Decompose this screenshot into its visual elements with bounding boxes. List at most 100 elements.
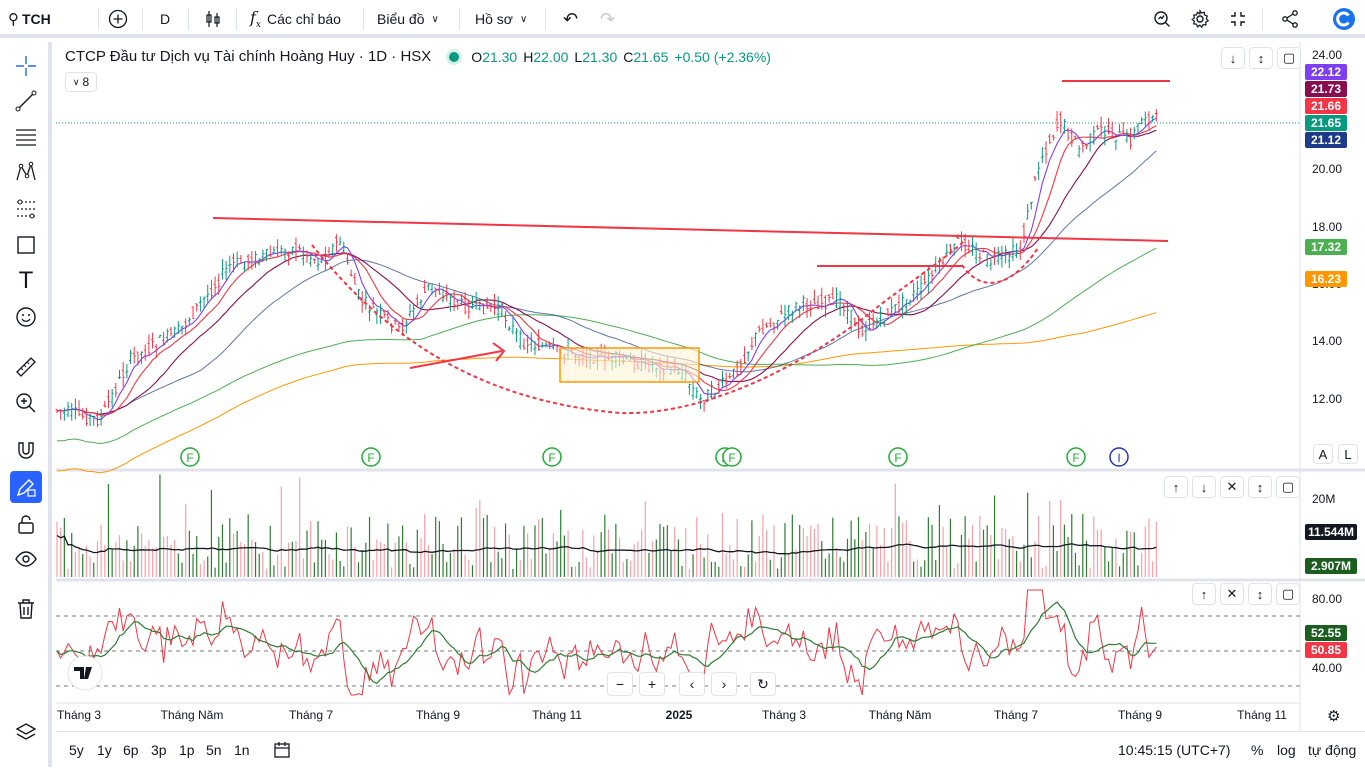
time-tick: Tháng 11: [532, 708, 582, 722]
fib-tool[interactable]: [10, 121, 42, 153]
event-f[interactable]: F: [361, 447, 381, 467]
volume-maximize-button[interactable]: ▢: [1276, 476, 1300, 498]
indicators-button[interactable]: fx Các chỉ báo: [250, 0, 341, 38]
high-label: H: [523, 48, 534, 65]
price-label-last: 21.65: [1305, 115, 1347, 131]
visibility-tool[interactable]: [10, 543, 42, 575]
volume-move-down-button[interactable]: ↓: [1192, 476, 1216, 498]
maximize-icon: ▢: [1281, 586, 1295, 601]
range-1y[interactable]: 1y: [97, 742, 112, 758]
auto-scale-button[interactable]: A: [1313, 444, 1333, 464]
pane-collapse-button[interactable]: ↕: [1249, 47, 1273, 69]
time-tick: Tháng Năm: [868, 708, 932, 722]
handle-arc-drawing[interactable]: [961, 247, 1039, 284]
interval-button[interactable]: D: [160, 0, 170, 38]
object-tree-button[interactable]: [10, 717, 42, 749]
symbol-search-button[interactable]: ⚲ TCH: [8, 0, 51, 38]
rsi-maximize-button[interactable]: ▢: [1276, 583, 1300, 605]
zoom-in-button[interactable]: +: [639, 672, 665, 696]
lock-drawing-tool[interactable]: [10, 471, 42, 503]
range-5y[interactable]: 5y: [69, 742, 84, 758]
settings-button[interactable]: [1190, 0, 1210, 38]
indicators-collapse-toggle[interactable]: ∨ 8: [65, 72, 97, 92]
fullscreen-button[interactable]: [1228, 0, 1248, 38]
range-3m[interactable]: 3p: [151, 742, 167, 758]
rsi-value-label: 50.85: [1305, 642, 1347, 658]
candles-icon: [206, 11, 220, 27]
time-tick: Tháng 9: [415, 708, 461, 722]
time-tick: Tháng Năm: [160, 708, 224, 722]
crosshair-tool[interactable]: [10, 50, 42, 82]
event-f[interactable]: F: [180, 447, 200, 467]
event-f[interactable]: F: [888, 447, 908, 467]
undo-button[interactable]: ↶: [563, 0, 578, 38]
remove-drawings-tool[interactable]: [10, 593, 42, 625]
range-1d[interactable]: 1n: [234, 742, 250, 758]
svg-text:F: F: [894, 451, 901, 465]
chevron-down-icon: ∨: [72, 76, 80, 87]
lock-all-tool[interactable]: [10, 508, 42, 540]
event-f[interactable]: F: [1066, 447, 1086, 467]
range-1m[interactable]: 1p: [179, 742, 195, 758]
reset-chart-button[interactable]: ↻: [750, 672, 776, 696]
axis-settings-button[interactable]: ⚙: [1327, 707, 1340, 725]
volume-move-up-button[interactable]: ↑: [1164, 476, 1188, 498]
rsi-remove-button[interactable]: ✕: [1220, 583, 1244, 605]
search-icon: ⚲: [8, 11, 19, 28]
auto-scale-toggle[interactable]: tự động: [1308, 742, 1357, 758]
event-f[interactable]: F: [722, 447, 742, 467]
rsi-move-up-button[interactable]: ↑: [1192, 583, 1216, 605]
log-scale-toggle[interactable]: log: [1277, 742, 1296, 758]
pattern-icon: [16, 161, 36, 181]
pattern-tool[interactable]: [10, 157, 42, 189]
scroll-right-button[interactable]: ›: [711, 672, 737, 696]
trendline-tool[interactable]: [10, 85, 42, 117]
emoji-tool[interactable]: [10, 301, 42, 333]
share-button[interactable]: [1280, 0, 1300, 38]
range-6m[interactable]: 6p: [123, 742, 139, 758]
change-value: +0.50 (+2.36%): [674, 48, 771, 65]
pane-move-down-button[interactable]: ↓: [1221, 47, 1245, 69]
close-icon: ✕: [1226, 479, 1238, 494]
range-5d[interactable]: 5n: [206, 742, 222, 758]
shape-tool[interactable]: [10, 229, 42, 261]
volume-remove-button[interactable]: ✕: [1220, 476, 1244, 498]
resistance-trendline[interactable]: [212, 217, 1169, 242]
arrow-down-icon: ↓: [1200, 479, 1208, 495]
quick-search-button[interactable]: [1152, 0, 1172, 38]
measure-tool[interactable]: [10, 351, 42, 383]
profile-menu-button[interactable]: Hồ sơ ∨: [475, 0, 527, 38]
goto-date-button[interactable]: [272, 732, 292, 768]
text-tool[interactable]: T: [10, 265, 42, 297]
zoom-out-button[interactable]: −: [607, 672, 633, 696]
indicator-count: 8: [82, 75, 90, 89]
bar-style-button[interactable]: [203, 0, 223, 38]
forecast-tool[interactable]: [10, 193, 42, 225]
ma-blue-line: [57, 150, 1157, 415]
reset-icon: ↻: [757, 675, 769, 692]
compare-button[interactable]: [108, 0, 128, 38]
price-label-red: 21.66: [1305, 98, 1347, 114]
log-scale-button[interactable]: L: [1338, 444, 1358, 464]
rsi-collapse-button[interactable]: ↕: [1248, 583, 1272, 605]
scroll-left-button[interactable]: ‹: [679, 672, 705, 696]
arrow-drawing[interactable]: [409, 350, 503, 369]
ma-orange-line: [56, 312, 1157, 474]
zoom-tool[interactable]: [10, 387, 42, 419]
close-value: 21.65: [633, 48, 669, 65]
redo-button[interactable]: ↷: [600, 0, 615, 38]
event-i[interactable]: I: [1109, 447, 1129, 467]
event-f[interactable]: F: [542, 447, 562, 467]
consolidation-box[interactable]: [559, 347, 700, 383]
chart-menu-button[interactable]: Biểu đồ ∨: [377, 0, 439, 38]
volume-collapse-button[interactable]: ↕: [1248, 476, 1272, 498]
percent-scale-button[interactable]: %: [1251, 742, 1264, 758]
cup-arc-drawing[interactable]: [311, 239, 966, 415]
magnet-tool[interactable]: [10, 435, 42, 467]
fib-lines-icon: [16, 129, 36, 146]
clock-timezone[interactable]: 10:45:15 (UTC+7): [1118, 742, 1231, 758]
symbol-title[interactable]: CTCP Đầu tư Dịch vụ Tài chính Hoàng Huy …: [65, 48, 432, 65]
time-tick: 2025: [665, 708, 693, 722]
pane-maximize-button[interactable]: ▢: [1277, 47, 1301, 69]
